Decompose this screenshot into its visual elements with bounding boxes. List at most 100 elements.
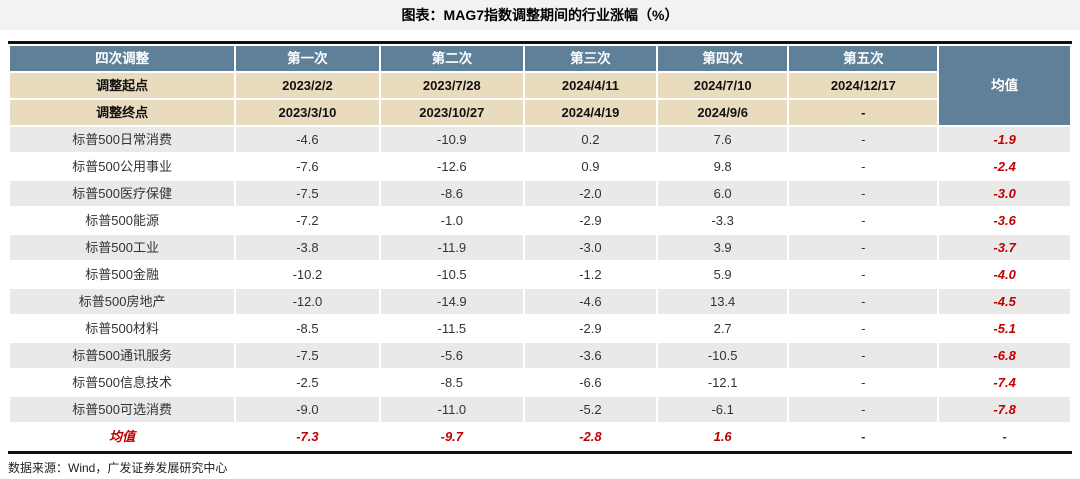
cell-value: -3.8 <box>234 233 381 262</box>
figure-title: 图表：MAG7指数调整期间的行业涨幅（%） <box>0 0 1080 30</box>
cell-value: -14.9 <box>378 287 526 316</box>
cell-value: - <box>787 233 940 262</box>
cell-value: 0.2 <box>523 125 658 154</box>
mean-row-value: - <box>787 422 940 451</box>
start-date: 2024/7/10 <box>655 71 790 100</box>
row-mean-value: -2.4 <box>937 152 1072 181</box>
cell-value: - <box>787 341 940 370</box>
row-mean-value: -1.9 <box>937 125 1072 154</box>
cell-value: -1.2 <box>523 260 658 289</box>
table-container: 四次调整 第一次 第二次 第三次 第四次 第五次 均值 调整起点 2023/2/… <box>7 41 1072 454</box>
cell-value: -11.0 <box>378 395 526 424</box>
table-row: 标普500房地产 -12.0 -14.9 -4.6 13.4- -4.5 <box>7 287 1072 316</box>
row-label: 标普500房地产 <box>7 287 237 316</box>
table-row: 标普500金融 -10.2 -10.5 -1.2 5.9- -4.0 <box>7 260 1072 289</box>
mean-row-value: -9.7 <box>378 422 526 451</box>
start-row-label: 调整起点 <box>7 71 237 100</box>
table-row: 标普500公用事业 -7.6 -12.6 0.9 9.8- -2.4 <box>7 152 1072 181</box>
row-label: 标普500信息技术 <box>7 368 237 397</box>
cell-value: 3.9 <box>655 233 790 262</box>
cell-value: -2.9 <box>523 314 658 343</box>
row-label: 标普500可选消费 <box>7 395 237 424</box>
row-label: 标普500金融 <box>7 260 237 289</box>
cell-value: -11.5 <box>378 314 526 343</box>
cell-value: -4.6 <box>523 287 658 316</box>
cell-value: -3.0 <box>523 233 658 262</box>
start-date-row: 调整起点 2023/2/2 2023/7/28 2024/4/11 2024/7… <box>7 71 1071 100</box>
row-mean-value: -3.0 <box>937 179 1072 208</box>
row-mean-value: -7.4 <box>937 368 1072 397</box>
end-row-label: 调整终点 <box>7 98 237 127</box>
cell-value: - <box>787 260 940 289</box>
row-label: 标普500医疗保健 <box>7 179 237 208</box>
mean-row-value: 1.6 <box>655 422 790 451</box>
row-label: 标普500通讯服务 <box>7 341 237 370</box>
cell-value: -7.5 <box>234 341 381 370</box>
cell-value: -5.6 <box>378 341 526 370</box>
cell-value: -2.0 <box>523 179 658 208</box>
cell-value: - <box>787 395 940 424</box>
mean-row: 均值 -7.3 -9.7 -2.8 1.6 - - <box>7 422 1072 451</box>
cell-value: -12.0 <box>234 287 381 316</box>
cell-value: -6.6 <box>523 368 658 397</box>
row-mean-value: -6.8 <box>937 341 1072 370</box>
cell-value: - <box>787 152 940 181</box>
table-row: 标普500可选消费 -9.0 -11.0 -5.2 -6.1- -7.8 <box>7 395 1072 424</box>
end-date: - <box>787 98 940 127</box>
table-row: 标普500通讯服务 -7.5 -5.6 -3.6 -10.5- -6.8 <box>7 341 1072 370</box>
cell-value: -10.9 <box>378 125 526 154</box>
cell-value: -2.9 <box>523 206 658 235</box>
start-date: 2023/2/2 <box>234 71 381 100</box>
mean-column-header: 均值 <box>937 44 1072 127</box>
cell-value: -7.2 <box>234 206 381 235</box>
row-label: 标普500能源 <box>7 206 237 235</box>
header-fourth: 第四次 <box>655 44 790 73</box>
start-date: 2023/7/28 <box>378 71 526 100</box>
end-date: 2023/10/27 <box>378 98 526 127</box>
header-fifth: 第五次 <box>787 44 940 73</box>
header-adjustments: 四次调整 <box>7 44 237 73</box>
mean-row-overall: - <box>937 422 1072 451</box>
row-mean-value: -5.1 <box>937 314 1072 343</box>
cell-value: 7.6 <box>655 125 790 154</box>
header-third: 第三次 <box>523 44 658 73</box>
cell-value: - <box>787 206 940 235</box>
cell-value: -10.5 <box>655 341 790 370</box>
mean-row-value: -2.8 <box>523 422 658 451</box>
end-date: 2024/4/19 <box>523 98 658 127</box>
cell-value: -9.0 <box>234 395 381 424</box>
industry-rows: 标普500日常消费 -4.6 -10.9 0.2 7.6- -1.9 标普500公用事业 -7… <box>7 125 1072 451</box>
table-row: 标普500信息技术 -2.5 -8.5 -6.6 -12.1- -7.4 <box>7 368 1072 397</box>
row-label: 标普500日常消费 <box>7 125 237 154</box>
row-label: 标普500工业 <box>7 233 237 262</box>
cell-value: -10.5 <box>378 260 526 289</box>
industry-table: 四次调整 第一次 第二次 第三次 第四次 第五次 均值 调整起点 2023/2/… <box>7 44 1072 451</box>
cell-value: 6.0 <box>655 179 790 208</box>
cell-value: 2.7 <box>655 314 790 343</box>
table-row: 标普500材料 -8.5 -11.5 -2.9 2.7- -5.1 <box>7 314 1072 343</box>
data-source-note: 数据来源：Wind，广发证券发展研究中心 <box>8 461 228 475</box>
cell-value: -7.6 <box>234 152 381 181</box>
mean-row-value: -7.3 <box>234 422 381 451</box>
row-mean-value: -3.6 <box>937 206 1072 235</box>
cell-value: -2.5 <box>234 368 381 397</box>
cell-value: -12.6 <box>378 152 526 181</box>
cell-value: -8.5 <box>234 314 381 343</box>
cell-value: 13.4 <box>655 287 790 316</box>
cell-value: -3.3 <box>655 206 790 235</box>
cell-value: -5.2 <box>523 395 658 424</box>
cell-value: 9.8 <box>655 152 790 181</box>
header-row: 四次调整 第一次 第二次 第三次 第四次 第五次 均值 <box>7 44 1072 127</box>
cell-value: -6.1 <box>655 395 790 424</box>
cell-value: -11.9 <box>378 233 526 262</box>
start-date: 2024/4/11 <box>523 71 658 100</box>
cell-value: -12.1 <box>655 368 790 397</box>
header-first: 第一次 <box>234 44 381 73</box>
row-mean-value: -7.8 <box>937 395 1072 424</box>
cell-value: 5.9 <box>655 260 790 289</box>
table-row: 标普500医疗保健 -7.5 -8.6 -2.0 6.0- -3.0 <box>7 179 1072 208</box>
cell-value: -7.5 <box>234 179 381 208</box>
cell-value: -8.5 <box>378 368 526 397</box>
row-label: 标普500材料 <box>7 314 237 343</box>
cell-value: - <box>787 179 940 208</box>
